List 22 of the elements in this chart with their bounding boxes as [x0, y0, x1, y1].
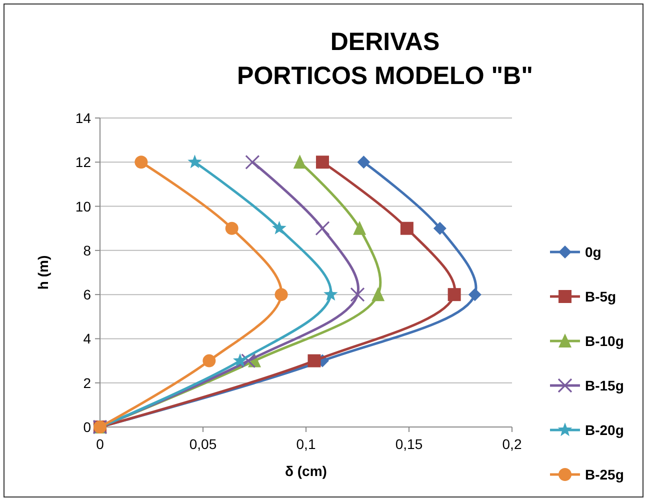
- y-tick-label: 2: [83, 374, 92, 391]
- legend-label: 0g: [585, 244, 602, 260]
- x-tick-label: 0: [96, 436, 104, 452]
- y-axis-title: h (m): [35, 255, 51, 290]
- legend-label: B-10g: [585, 333, 624, 349]
- y-tick-label: 6: [83, 286, 92, 303]
- y-tick-label: 10: [75, 198, 92, 214]
- legend-label: B-5g: [585, 288, 616, 304]
- y-tick-label: 12: [75, 154, 92, 170]
- x-tick-label: 0,15: [395, 436, 423, 452]
- x-axis-title: δ (cm): [285, 463, 327, 479]
- x-tick-label: 0,05: [189, 436, 217, 452]
- x-tick-label: 0,2: [502, 436, 522, 452]
- y-tick-label: 4: [83, 330, 92, 347]
- legend-label: B-15g: [585, 378, 624, 394]
- y-tick-label: 14: [75, 110, 92, 126]
- legend-label: B-25g: [585, 466, 624, 482]
- legend-label: B-20g: [585, 422, 624, 438]
- x-tick-label: 0,1: [296, 436, 316, 452]
- y-tick-label: 8: [83, 242, 92, 258]
- chart-title: DERIVAS PORTICOS MODELO "B": [237, 28, 533, 90]
- y-tick-label: 0: [83, 419, 92, 435]
